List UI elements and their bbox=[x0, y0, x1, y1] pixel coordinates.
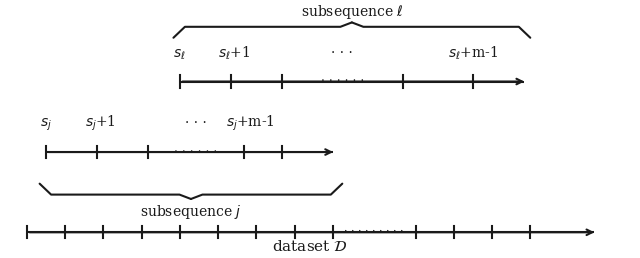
Text: · · ·: · · · bbox=[332, 46, 353, 60]
Text: · · · · · ·: · · · · · · bbox=[321, 75, 364, 88]
Text: subsequence $\ell$: subsequence $\ell$ bbox=[301, 3, 403, 21]
Text: subsequence $j$: subsequence $j$ bbox=[140, 203, 242, 221]
Text: · · · · · ·: · · · · · · bbox=[174, 146, 218, 159]
Text: $s_j$: $s_j$ bbox=[40, 116, 52, 133]
Text: $s_\ell$: $s_\ell$ bbox=[173, 48, 186, 62]
Text: $s_j$+1: $s_j$+1 bbox=[84, 113, 116, 133]
Text: $s_j$+m-1: $s_j$+m-1 bbox=[225, 113, 275, 133]
Text: dataset $\mathcal{D}$: dataset $\mathcal{D}$ bbox=[273, 239, 348, 254]
Text: · · ·: · · · bbox=[185, 116, 207, 130]
Text: $s_\ell$+m-1: $s_\ell$+m-1 bbox=[448, 45, 498, 62]
Text: · · · · · · · · ·: · · · · · · · · · bbox=[344, 227, 404, 237]
Text: $s_\ell$+1: $s_\ell$+1 bbox=[218, 45, 250, 62]
